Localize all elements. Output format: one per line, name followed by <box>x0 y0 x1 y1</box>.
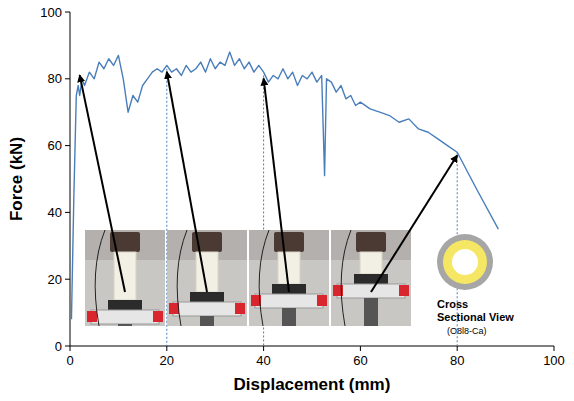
photo-bg <box>167 230 247 326</box>
specimen <box>360 252 382 274</box>
base-plate <box>173 302 241 316</box>
x-tick <box>70 346 71 351</box>
x-tick-label: 20 <box>160 353 174 368</box>
x-tick <box>166 346 167 351</box>
photo-bg <box>331 230 411 326</box>
base-block <box>354 274 388 284</box>
y-tick-label: 0 <box>55 339 62 354</box>
base-block <box>190 292 224 302</box>
ram <box>200 316 214 326</box>
section-label: CrossSectional View <box>437 298 514 323</box>
annotation-arrow <box>264 78 289 292</box>
red-clamp <box>169 303 179 314</box>
cable <box>259 230 269 326</box>
x-tick-label: 0 <box>66 353 73 368</box>
y-tick <box>65 212 70 213</box>
y-axis-title: Force (kN) <box>7 137 26 221</box>
y-tick <box>65 346 70 347</box>
y-tick <box>65 78 70 79</box>
photo-bg <box>249 230 329 326</box>
base-plate <box>255 294 323 308</box>
annotation-arrow <box>80 75 125 292</box>
cable <box>95 230 105 326</box>
y-tick <box>65 279 70 280</box>
x-axis-title: Displacement (mm) <box>234 375 391 394</box>
loading-cap <box>356 232 386 252</box>
specimen-photo <box>249 230 329 326</box>
red-clamp <box>235 303 245 314</box>
x-tick-label: 100 <box>543 353 565 368</box>
specimen-photo <box>85 230 165 326</box>
x-tick-label: 80 <box>450 353 464 368</box>
base-block <box>108 300 142 310</box>
base-plate <box>91 310 159 324</box>
cable <box>177 230 187 326</box>
red-clamp <box>153 311 163 322</box>
y-tick-label: 80 <box>48 71 62 86</box>
specimen <box>196 252 218 292</box>
section-hole <box>452 249 478 275</box>
cable <box>341 230 351 326</box>
specimen-photo <box>331 230 411 326</box>
section-core <box>443 240 487 284</box>
ram <box>364 298 378 326</box>
photo-bg <box>85 230 165 326</box>
specimen <box>278 252 300 284</box>
y-tick-label: 100 <box>40 5 62 20</box>
y-tick <box>65 145 70 146</box>
red-clamp <box>399 285 409 296</box>
y-tick-label: 60 <box>48 138 62 153</box>
x-tick-label: 60 <box>353 353 367 368</box>
red-clamp <box>317 295 327 306</box>
specimen-photo <box>167 230 247 326</box>
plot-area <box>71 52 498 346</box>
ram <box>282 308 296 326</box>
x-tick <box>457 346 458 351</box>
x-axis <box>70 346 554 347</box>
section-outer <box>437 234 493 290</box>
ram <box>118 324 132 326</box>
y-tick-label: 40 <box>48 205 62 220</box>
x-tick <box>263 346 264 351</box>
section-label-line: Sectional View <box>437 311 514 323</box>
y-tick-label: 20 <box>48 272 62 287</box>
force-curve <box>71 52 498 319</box>
section-label-line: Cross <box>437 298 468 310</box>
loading-cap <box>274 232 304 252</box>
y-axis <box>70 12 71 346</box>
section-code: (O8l8-Ca) <box>447 326 487 336</box>
x-tick <box>554 346 555 351</box>
annotation-arrow <box>167 72 207 292</box>
y-tick <box>65 12 70 13</box>
red-clamp <box>87 311 97 322</box>
x-tick <box>360 346 361 351</box>
x-tick-label: 40 <box>256 353 270 368</box>
chart: 0 20 40 60 80 100 0 20 40 60 80 100 Displacement (mm… <box>0 0 574 401</box>
